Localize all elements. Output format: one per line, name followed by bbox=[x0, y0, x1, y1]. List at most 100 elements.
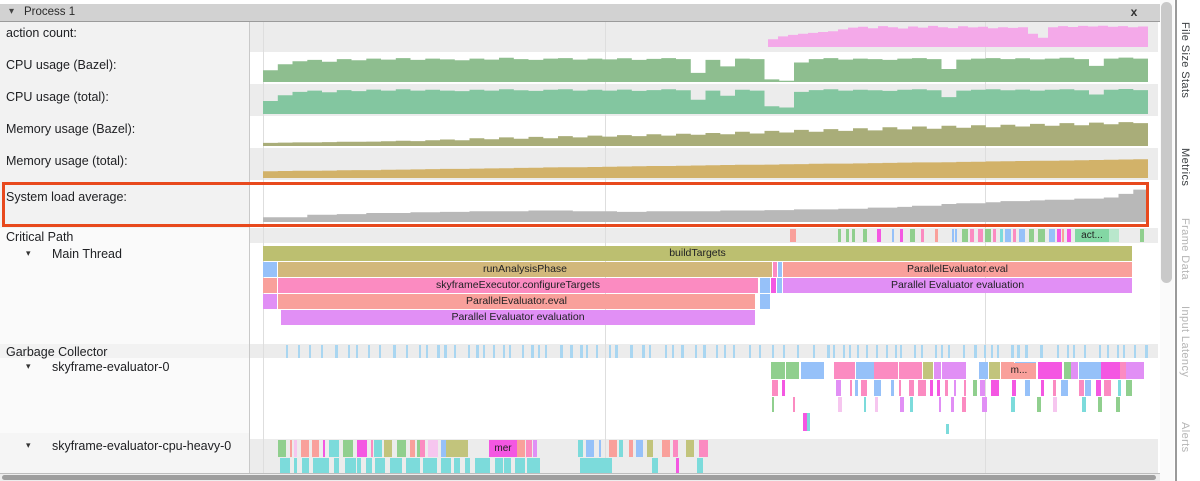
evaluator0-row-b-block bbox=[860, 380, 867, 396]
flame-segment[interactable] bbox=[760, 294, 770, 309]
horizontal-scrollbar-thumb[interactable] bbox=[2, 475, 1156, 480]
cpu-heavy-top-right-block bbox=[647, 440, 653, 457]
evaluator0-row-b-block bbox=[1053, 380, 1057, 396]
gc-ticks-block bbox=[1072, 345, 1075, 358]
sidebar-tab-alerts[interactable]: Alerts bbox=[1179, 422, 1191, 453]
track-label-text: Memory usage (total): bbox=[6, 154, 128, 168]
flame-segment[interactable]: runAnalysisPhase bbox=[278, 262, 772, 277]
evaluator0-row-b-block bbox=[899, 380, 902, 396]
critical-path-ticks-dense-block bbox=[970, 229, 975, 242]
expander-caret-icon[interactable]: ▾ bbox=[26, 440, 31, 450]
critical-path-ticks-dense-block bbox=[992, 229, 997, 242]
cpu-heavy-top-right-block bbox=[578, 440, 583, 457]
label-col-band bbox=[0, 433, 249, 473]
sidebar-tab-input-latency[interactable]: Input Latency bbox=[1179, 306, 1191, 378]
evaluator0-row-a-block bbox=[1101, 362, 1120, 379]
flame-segment[interactable]: Parallel Evaluator evaluation bbox=[783, 278, 1132, 293]
critical-path-ticks-dense-block bbox=[1067, 229, 1072, 242]
evaluator0-merge-badge[interactable]: m... bbox=[1002, 363, 1036, 379]
critical-path-ticks-sparse-block bbox=[934, 229, 938, 242]
cpu-heavy-top-left-block bbox=[396, 440, 406, 457]
critical-path-ticks-sparse-block bbox=[862, 229, 867, 242]
close-icon[interactable]: x bbox=[1130, 5, 1138, 19]
sidebar-tab-metrics[interactable]: Metrics bbox=[1179, 148, 1191, 187]
evaluator0-row-b-block bbox=[873, 380, 882, 396]
cpu-heavy-teal-row-block bbox=[453, 458, 460, 473]
track-label-main-thread[interactable]: ▾ Main Thread bbox=[0, 247, 244, 263]
gc-ticks-block bbox=[425, 345, 429, 358]
evaluator0-row-b-block bbox=[1096, 380, 1102, 396]
cpu-heavy-teal-row-block bbox=[365, 458, 372, 473]
evaluator0-row-b-block bbox=[972, 380, 977, 396]
evaluator0-row-b-block bbox=[918, 380, 927, 396]
trace-slice bbox=[1109, 229, 1119, 242]
trace-slice bbox=[517, 440, 525, 457]
critical-path-ticks-dense-block bbox=[1018, 229, 1025, 242]
expander-caret-icon[interactable]: ▾ bbox=[26, 248, 31, 258]
evaluator0-row-b-block bbox=[936, 380, 940, 396]
flame-segment[interactable]: ParallelEvaluator.eval bbox=[783, 262, 1132, 277]
evaluator0-row-b-block bbox=[1117, 380, 1121, 396]
expander-caret-icon[interactable]: ▾ bbox=[26, 361, 31, 371]
right-sidebar: File Size Stats Metrics Frame Data Input La… bbox=[1160, 0, 1200, 481]
track-label-text: System load average: bbox=[6, 190, 127, 204]
flame-segment[interactable]: Parallel Evaluator evaluation bbox=[281, 310, 755, 325]
flame-segment[interactable]: skyframeExecutor.configureTargets bbox=[278, 278, 758, 293]
cpu-heavy-top-left-block bbox=[373, 440, 383, 457]
gc-ticks-block bbox=[1056, 345, 1059, 358]
critical-path-action-badge[interactable]: act... bbox=[1075, 229, 1109, 242]
cpu-heavy-teal-row-block bbox=[333, 458, 340, 473]
gc-ticks-block bbox=[733, 345, 736, 358]
evaluator0-row-c-block bbox=[1010, 397, 1016, 412]
flame-segment[interactable] bbox=[778, 262, 782, 277]
horizontal-scrollbar[interactable] bbox=[0, 473, 1160, 481]
cpu-heavy-top-left-block bbox=[356, 440, 368, 457]
gc-ticks-block bbox=[1017, 345, 1020, 358]
flame-segment[interactable] bbox=[263, 262, 277, 277]
cpu-usage-total-chart bbox=[263, 89, 1148, 114]
critical-path-ticks-sparse-block bbox=[910, 229, 916, 242]
gc-ticks-block bbox=[782, 345, 785, 358]
flame-segment[interactable] bbox=[773, 262, 777, 277]
evaluator0-row-a-block bbox=[856, 362, 874, 379]
track-label-skyframe-evaluator-0[interactable]: ▾ skyframe-evaluator-0 bbox=[0, 360, 244, 376]
gc-ticks-block bbox=[921, 345, 924, 358]
cpu-heavy-merge-badge[interactable]: mer bbox=[489, 440, 517, 457]
gc-ticks-block bbox=[681, 345, 684, 358]
trace-slice bbox=[580, 458, 612, 473]
gc-ticks-block bbox=[531, 345, 534, 358]
gc-ticks-block bbox=[899, 345, 902, 358]
cpu-heavy-top-left-block bbox=[417, 440, 420, 457]
trace-slice bbox=[446, 440, 468, 457]
flame-segment[interactable] bbox=[760, 278, 770, 293]
track-label-text: CPU usage (total): bbox=[6, 90, 109, 104]
sidebar-tab-file-size-stats[interactable]: File Size Stats bbox=[1179, 22, 1191, 99]
gc-ticks-block bbox=[309, 345, 312, 358]
cpu-heavy-top-left-block bbox=[300, 440, 309, 457]
flame-segment[interactable]: buildTargets bbox=[263, 246, 1132, 261]
vertical-scrollbar-thumb[interactable] bbox=[1161, 2, 1172, 283]
cpu-heavy-top-left-block bbox=[323, 440, 326, 457]
sidebar-tab-frame-data[interactable]: Frame Data bbox=[1179, 218, 1191, 281]
critical-path-ticks-dense-block bbox=[1049, 229, 1056, 242]
flame-segment[interactable] bbox=[777, 278, 782, 293]
flame-segment[interactable] bbox=[263, 278, 277, 293]
critical-path-ticks-dense-block bbox=[1012, 229, 1016, 242]
evaluator0-row-a-block bbox=[785, 362, 799, 379]
vertical-scrollbar[interactable] bbox=[1160, 0, 1174, 481]
cpu-heavy-top-right-block bbox=[699, 440, 708, 457]
evaluator0-row-b-block bbox=[953, 380, 956, 396]
collapse-caret-icon[interactable]: ▾ bbox=[9, 6, 15, 17]
evaluator0-row-b-block bbox=[944, 380, 948, 396]
track-label-skyframe-evaluator-cpu-heavy-0[interactable]: ▾ skyframe-evaluator-cpu-heavy-0 bbox=[0, 439, 244, 455]
evaluator0-row-b-block bbox=[1103, 380, 1112, 396]
evaluator0-row-a-block bbox=[899, 362, 922, 379]
timeline-canvas[interactable]: buildTargets runAnalysisPhase ParallelEval… bbox=[250, 22, 1160, 473]
cpu-heavy-top-right-block bbox=[609, 440, 618, 457]
flame-segment[interactable]: ParallelEvaluator.eval bbox=[278, 294, 755, 309]
process-header[interactable]: ▾ Process 1 x bbox=[0, 4, 1160, 22]
cpu-heavy-top-left-block bbox=[278, 440, 287, 457]
flame-segment[interactable] bbox=[263, 294, 277, 309]
flame-segment[interactable] bbox=[771, 278, 776, 293]
evaluator0-row-a-block bbox=[1126, 362, 1144, 379]
